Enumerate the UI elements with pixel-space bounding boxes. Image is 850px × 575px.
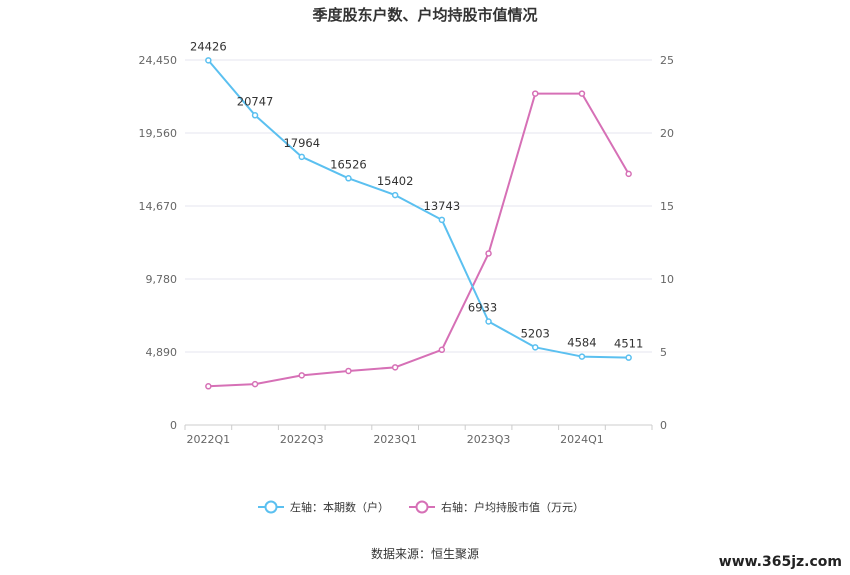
data-point[interactable] (251, 112, 259, 119)
right-tick-label: 0 (660, 419, 667, 432)
data-point[interactable] (532, 344, 539, 351)
data-label: 4511 (614, 337, 643, 351)
right-tick-label: 10 (660, 273, 674, 286)
right-tick-label: 20 (660, 127, 674, 140)
data-point[interactable] (391, 364, 399, 371)
grid-lines (185, 59, 652, 426)
right-tick-label: 5 (660, 346, 667, 359)
legend-item[interactable]: 左轴：本期数（户） (258, 500, 389, 514)
data-point[interactable] (438, 216, 446, 224)
data-point[interactable] (391, 191, 399, 199)
legend-marker (264, 500, 278, 514)
x-tick-label: 2022Q1 (187, 433, 231, 446)
legend[interactable]: 左轴：本期数（户） 右轴：户均持股市值（万元） (258, 500, 584, 514)
series-line (208, 92, 630, 388)
left-tick-label: 9,780 (146, 273, 178, 286)
right-tick-label: 15 (660, 200, 674, 213)
data-point[interactable] (205, 383, 212, 390)
data-point[interactable] (205, 57, 212, 64)
left-tick-label: 14,670 (139, 200, 178, 213)
x-tick-label: 2024Q1 (560, 433, 604, 446)
data-point[interactable] (251, 380, 259, 388)
right-tick-label: 25 (660, 54, 674, 67)
right-axis: 0 5 10 15 20 25 (660, 54, 674, 432)
data-point[interactable] (298, 372, 305, 379)
legend-label: 左轴：本期数（户） (290, 500, 389, 514)
series-group: 24426 20747 17964 16526 15402 13743 6933 5203 45… (190, 39, 643, 390)
data-label: 17964 (283, 136, 320, 150)
data-point[interactable] (438, 346, 446, 354)
data-label: 16526 (330, 157, 367, 171)
data-point[interactable] (485, 318, 492, 325)
legend-item[interactable]: 右轴：户均持股市值（万元） (409, 500, 584, 514)
data-point[interactable] (578, 90, 586, 97)
data-label: 5203 (521, 326, 550, 340)
left-tick-label: 24,450 (139, 54, 178, 67)
watermark: www.365jz.com (719, 554, 842, 570)
data-point[interactable] (578, 353, 586, 360)
legend-label: 右轴：户均持股市值（万元） (441, 500, 584, 514)
x-axis: 2022Q1 2022Q3 2023Q1 2023Q3 2024Q1 (184, 425, 653, 446)
data-point[interactable] (532, 90, 539, 97)
left-axis: 0 4,890 9,780 14,670 19,560 24,450 (139, 54, 178, 432)
x-tick-label: 2023Q1 (373, 433, 417, 446)
legend-marker (415, 500, 429, 514)
left-tick-label: 19,560 (139, 127, 178, 140)
data-point[interactable] (625, 170, 632, 178)
left-tick-label: 4,890 (146, 346, 178, 359)
left-tick-label: 0 (170, 419, 177, 432)
data-point[interactable] (345, 367, 352, 375)
data-source: 数据来源：恒生聚源 (371, 546, 479, 561)
x-tick-label: 2022Q3 (280, 433, 324, 446)
data-label: 24426 (190, 39, 227, 53)
data-label: 13743 (424, 199, 461, 213)
data-label: 6933 (468, 301, 497, 315)
data-point[interactable] (298, 153, 305, 161)
data-point[interactable] (345, 175, 352, 182)
data-label: 20747 (237, 94, 274, 108)
x-tick-label: 2023Q3 (467, 433, 511, 446)
chart-title: 季度股东户数、户均持股市值情况 (312, 6, 537, 24)
data-label: 15402 (377, 174, 414, 188)
data-point[interactable] (625, 354, 632, 361)
data-point[interactable] (485, 250, 492, 257)
series-line (207, 59, 629, 359)
data-label: 4584 (567, 336, 596, 350)
